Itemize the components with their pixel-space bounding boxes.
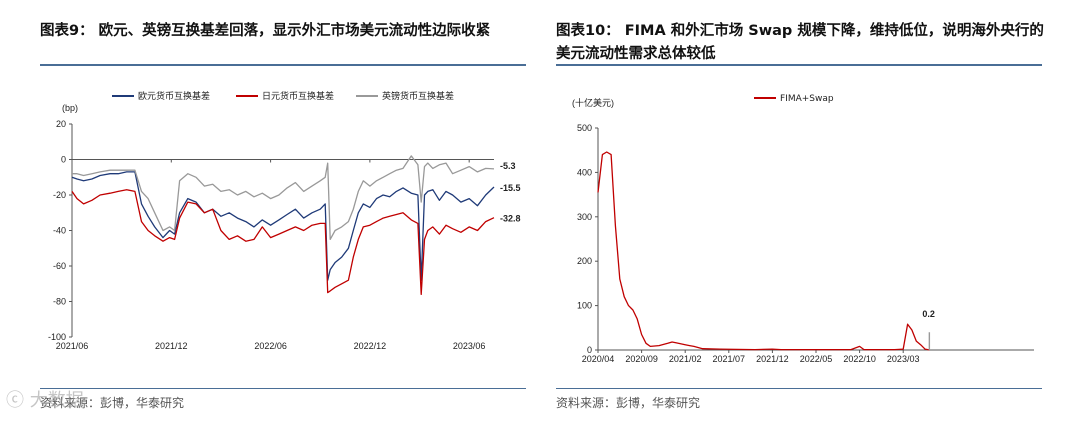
- x-tick-label: 2021/06: [56, 341, 89, 351]
- source-rule: [40, 388, 526, 389]
- y-tick-label: -100: [48, 332, 66, 342]
- unit-label: (十亿美元): [572, 97, 614, 108]
- y-tick-label: 0: [61, 155, 66, 165]
- right-panel: 图表10： FIMA 和外汇市场 Swap 规模下降，维持低位，说明海外央行的美…: [540, 0, 1080, 422]
- chart-title: 图表10： FIMA 和外汇市场 Swap 规模下降，维持低位，说明海外央行的美…: [556, 23, 1044, 62]
- x-tick-label: 2021/02: [669, 354, 702, 364]
- legend-label: 日元货币互换基差: [262, 90, 334, 102]
- x-tick-label: 2023/06: [453, 341, 486, 351]
- y-tick-label: -20: [53, 190, 66, 200]
- x-tick-label: 2022/05: [800, 354, 833, 364]
- end-value-label: -5.3: [500, 161, 516, 171]
- legend-label: 英镑货币互换基差: [382, 90, 454, 102]
- x-tick-label: 2021/07: [713, 354, 746, 364]
- unit-label: (bp): [62, 103, 78, 113]
- y-tick-label: -80: [53, 297, 66, 307]
- y-tick-label: 0: [587, 345, 592, 355]
- left-panel: 图表9： 欧元、英镑互换基差回落，显示外汇市场美元流动性边际收紧 20 0 -20 -…: [40, 23, 526, 410]
- title-rule: [40, 64, 526, 66]
- x-tick-label: 2020/04: [582, 354, 615, 364]
- x-tick-label: 2022/10: [843, 354, 876, 364]
- y-tick-label: -40: [53, 226, 66, 236]
- y-tick-label: 100: [577, 301, 592, 311]
- series-line: [71, 171, 495, 281]
- source-text: 资料来源：彭博，华泰研究: [556, 396, 701, 410]
- series-line: [72, 155, 495, 241]
- y-tick-label: 20: [56, 119, 66, 129]
- y-tick-label: -60: [53, 261, 66, 271]
- y-tick-label: 400: [577, 167, 592, 177]
- x-tick-label: 2020/09: [625, 354, 658, 364]
- chart-title: 图表9： 欧元、英镑互换基差回落，显示外汇市场美元流动性边际收紧: [40, 23, 491, 39]
- end-value-label: -32.8: [500, 214, 521, 224]
- y-tick-label: 300: [577, 212, 592, 222]
- title-rule: [556, 64, 1042, 66]
- x-tick-label: 2021/12: [155, 341, 188, 351]
- y-tick-label: 200: [577, 256, 592, 266]
- y-tick-label: 500: [577, 123, 592, 133]
- series-line: [597, 151, 930, 351]
- x-tick-label: 2021/12: [756, 354, 789, 364]
- source-full: 资料来源：彭博，华泰研究: [40, 396, 185, 410]
- x-tick-label: 2023/03: [887, 354, 920, 364]
- end-value-label: 0.2: [922, 309, 935, 319]
- watermark-logo: ⓒ 大数据: [6, 390, 84, 411]
- legend-label: 欧元货币互换基差: [138, 90, 210, 102]
- source-rule: [556, 388, 1042, 389]
- end-value-label: -15.5: [500, 183, 521, 193]
- x-tick-label: 2022/12: [354, 341, 387, 351]
- x-tick-label: 2022/06: [254, 341, 287, 351]
- series-line: [71, 189, 495, 296]
- legend-label: FIMA+Swap: [780, 94, 834, 104]
